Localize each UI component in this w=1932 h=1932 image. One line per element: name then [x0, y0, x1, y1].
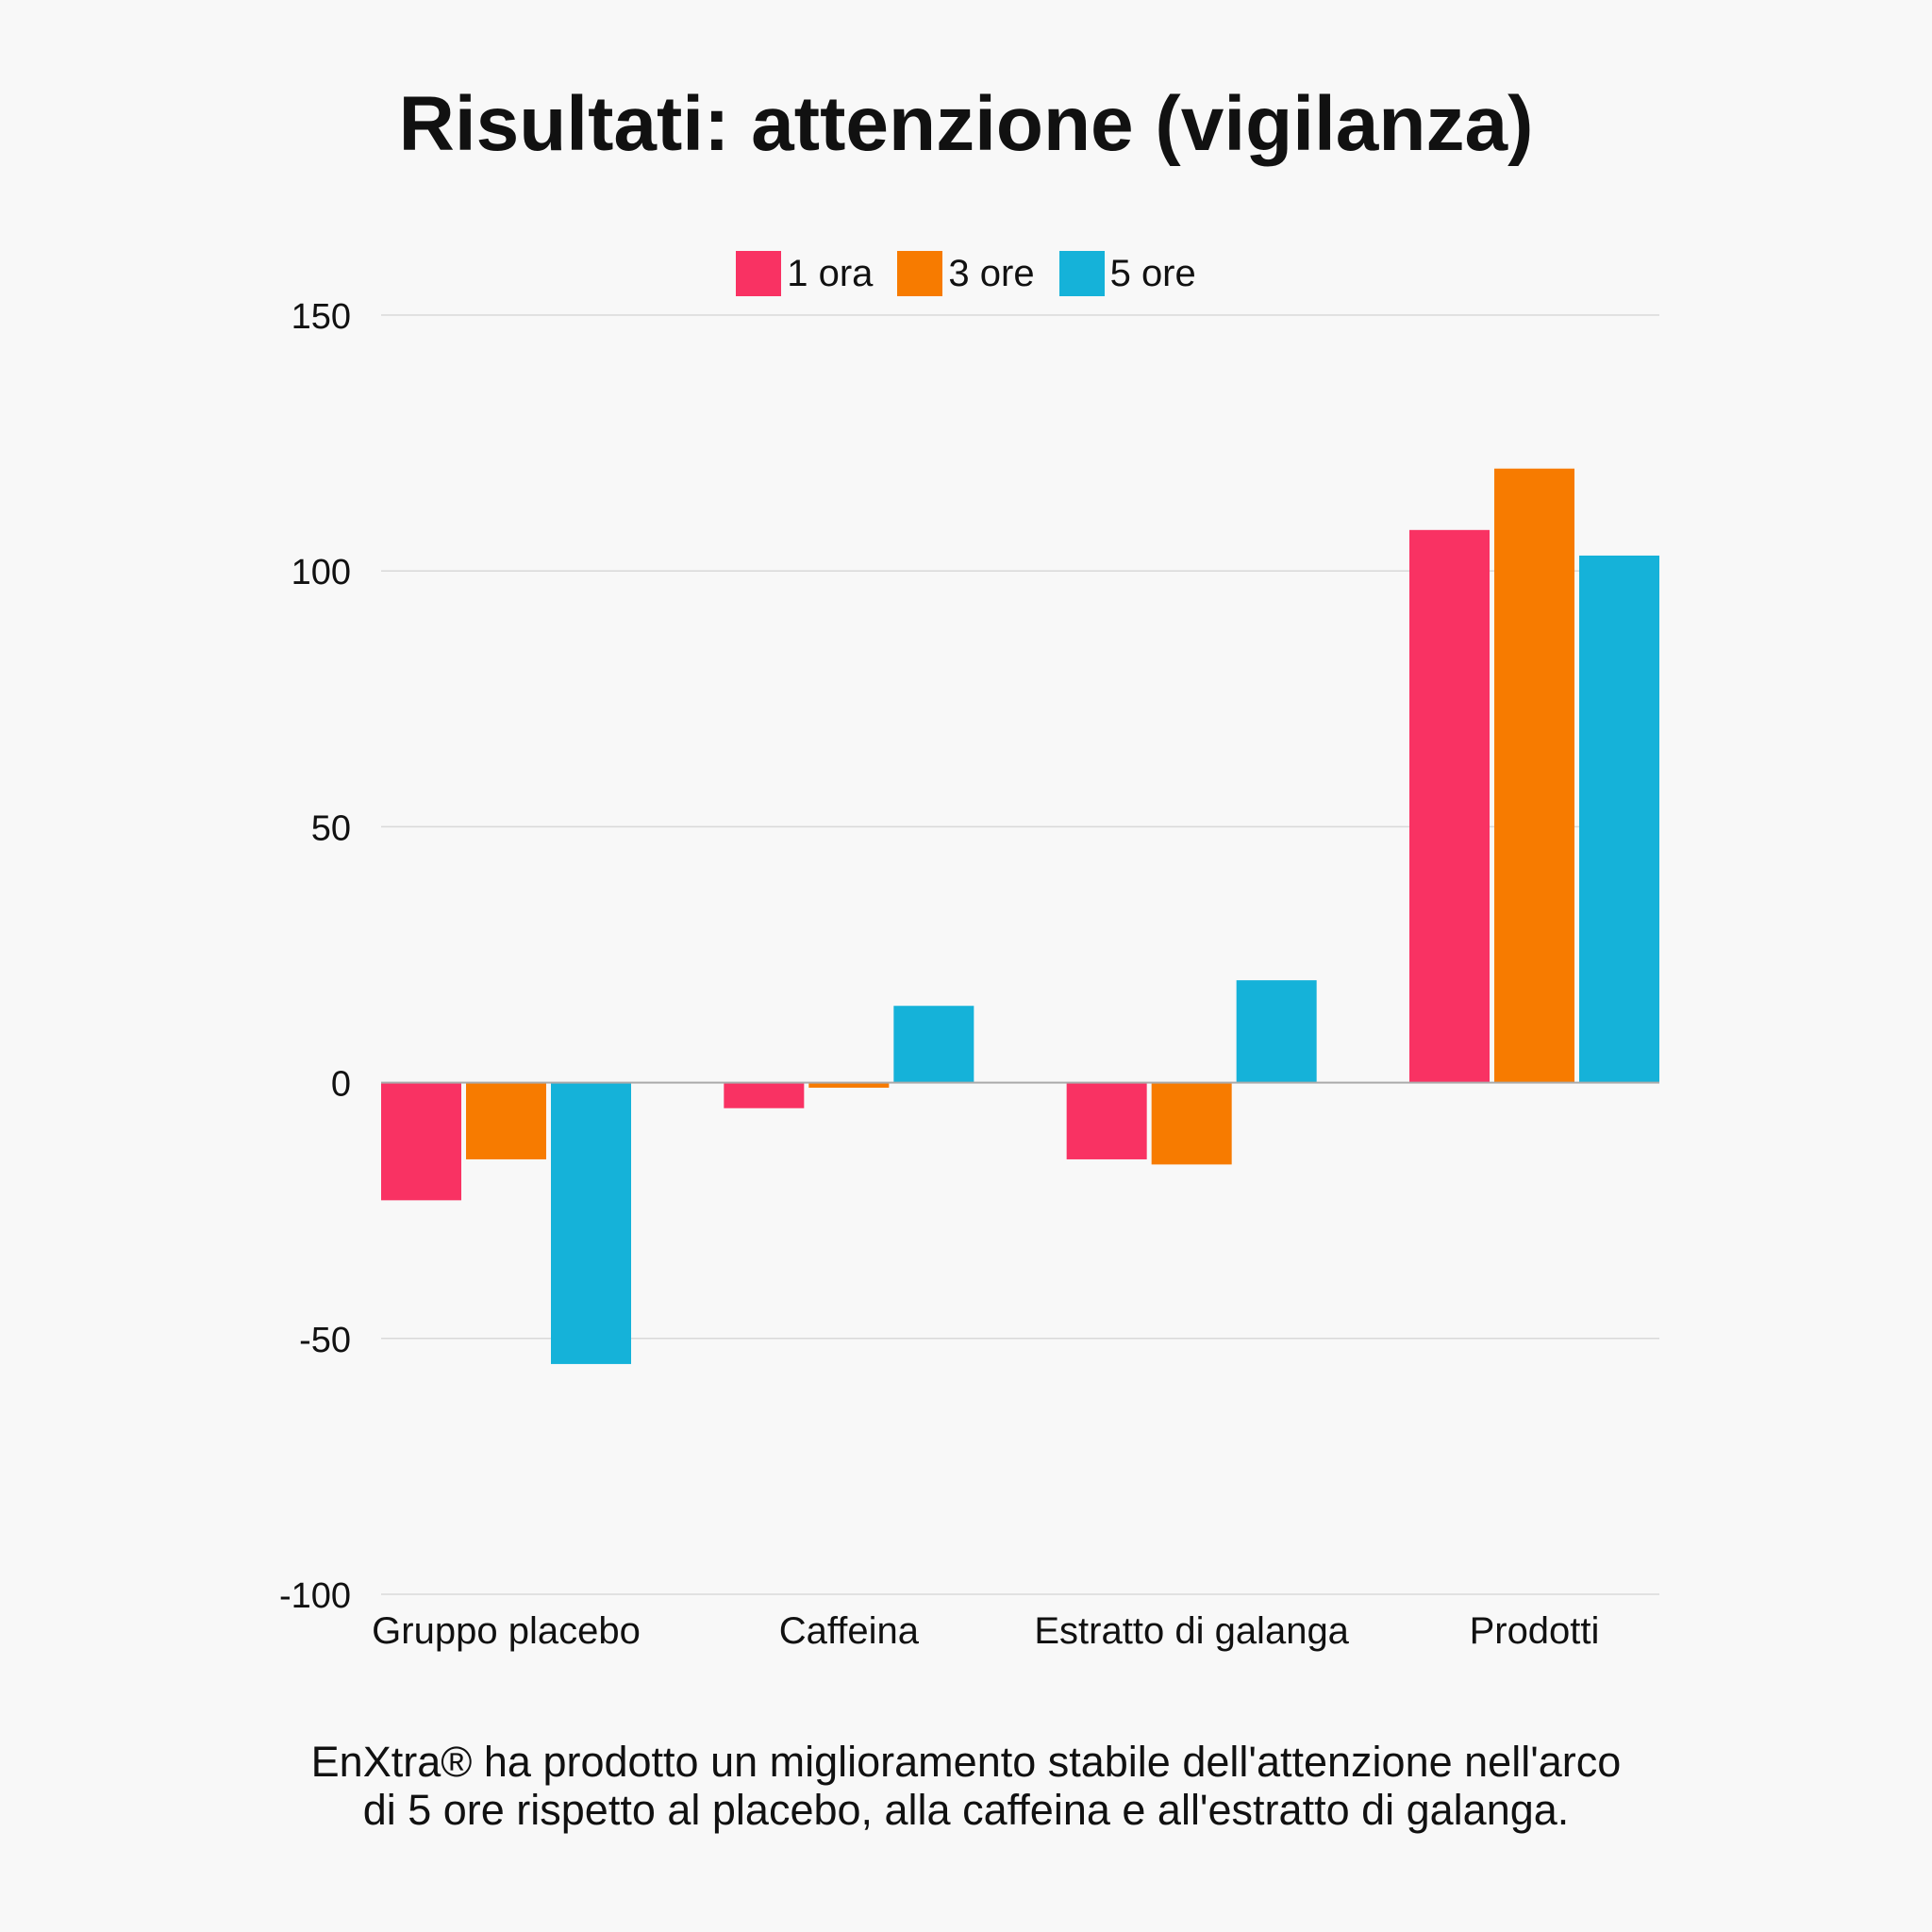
x-tick-label: Estratto di galanga — [1034, 1610, 1349, 1652]
bar-1-ora-2 — [1066, 1082, 1147, 1159]
footnote: EnXtra® ha prodotto un miglioramento sta… — [0, 1738, 1932, 1834]
footnote-line-1: EnXtra® ha prodotto un miglioramento sta… — [310, 1738, 1622, 1786]
y-tick-label: 150 — [291, 297, 351, 337]
bar-3-ore-0 — [466, 1082, 546, 1159]
legend-label: 1 ora — [787, 252, 874, 294]
y-tick-label: 0 — [331, 1065, 351, 1105]
bar-5-ore-2 — [1236, 980, 1317, 1083]
bar-5-ore-0 — [551, 1082, 631, 1364]
bar-3-ore-3 — [1494, 468, 1574, 1083]
x-tick-label: Gruppo placebo — [372, 1610, 641, 1652]
bar-1-ora-1 — [724, 1082, 805, 1108]
y-tick-label: -50 — [299, 1321, 351, 1360]
bar-5-ore-1 — [893, 1006, 974, 1083]
legend-item-1-ora: 1 ora — [736, 251, 873, 296]
legend-swatch — [897, 251, 943, 296]
legend-swatch — [1058, 251, 1105, 296]
bar-3-ore-1 — [808, 1082, 890, 1089]
legend-swatch — [736, 251, 782, 296]
legend-item-5-ore: 5 ore — [1058, 251, 1196, 296]
x-tick-label: Caffeina — [779, 1610, 920, 1652]
chart-title: Risultati: attenzione (vigilanza) — [398, 81, 1534, 167]
x-tick-label: Prodotti — [1470, 1610, 1600, 1652]
bar-1-ora-0 — [381, 1082, 461, 1201]
legend-item-3-ore: 3 ore — [897, 251, 1035, 296]
bar-1-ora-3 — [1409, 529, 1490, 1083]
legend-label: 5 ore — [1109, 252, 1196, 294]
legend-label: 3 ore — [948, 252, 1035, 294]
bar-3-ore-2 — [1151, 1082, 1232, 1165]
legend: 1 ora 3 ore 5 ore — [0, 251, 1932, 296]
bar-5-ore-3 — [1579, 555, 1659, 1083]
y-tick-label: -100 — [279, 1576, 351, 1616]
y-tick-label: 100 — [291, 553, 351, 592]
footnote-line-2: di 5 ore rispetto al placebo, alla caffe… — [362, 1786, 1570, 1834]
y-tick-label: 50 — [311, 808, 351, 848]
